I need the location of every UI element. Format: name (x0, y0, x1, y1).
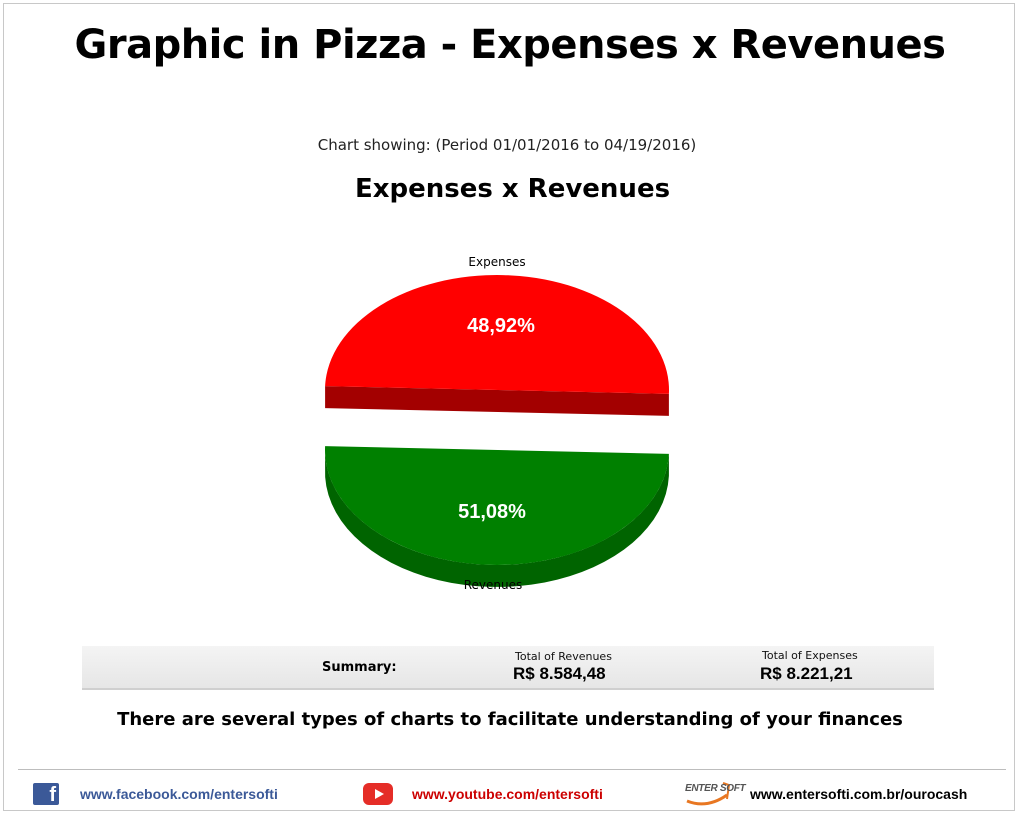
summary-label: Summary: (322, 660, 397, 675)
period-text: Chart showing: (Period 01/01/2016 to 04/… (317, 136, 697, 154)
entersoft-logo (686, 782, 731, 806)
revenues-category-label: Revenues (464, 578, 523, 592)
expenses-category-label: Expenses (468, 255, 525, 269)
facebook-link[interactable]: www.facebook.com/entersofti (80, 786, 278, 802)
revenues-slice (325, 446, 669, 566)
expenses-side (325, 386, 669, 416)
summary-bar (82, 646, 934, 690)
total-expenses-value: R$ 8.221,21 (760, 664, 853, 683)
revenues-percent-label: 51,08% (458, 501, 526, 523)
logo-text: ENTER SOFT (685, 783, 746, 794)
total-expenses-caption: Total of Expenses (762, 649, 858, 662)
page-title: Graphic in Pizza - Expenses x Revenues (74, 22, 946, 68)
youtube-icon[interactable] (363, 783, 393, 805)
website-link[interactable]: www.entersofti.com.br/ourocash (750, 786, 968, 802)
chart-title: Expenses x Revenues (354, 174, 671, 204)
total-revenues-caption: Total of Revenues (515, 650, 612, 663)
youtube-link[interactable]: www.youtube.com/entersofti (412, 786, 603, 802)
footer-divider (18, 769, 1006, 770)
footnote: There are several types of charts to fac… (117, 709, 903, 730)
total-revenues-value: R$ 8.584,48 (513, 664, 606, 683)
facebook-icon[interactable]: f (33, 783, 59, 806)
expenses-percent-label: 48,92% (467, 315, 535, 337)
revenues-side (325, 446, 669, 587)
expenses-slice (325, 274, 670, 394)
